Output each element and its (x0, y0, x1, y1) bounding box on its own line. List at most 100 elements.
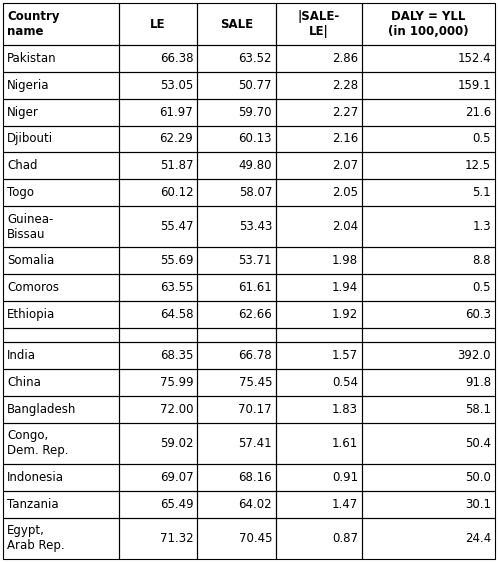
Text: 12.5: 12.5 (465, 159, 491, 173)
Text: 2.04: 2.04 (332, 220, 358, 233)
Text: 53.71: 53.71 (239, 254, 272, 267)
Text: Indonesia: Indonesia (7, 471, 64, 484)
Bar (3, 247, 119, 274)
Bar (362, 423, 495, 464)
Bar (3, 274, 119, 301)
Bar (362, 342, 495, 369)
Text: 62.66: 62.66 (239, 308, 272, 321)
Text: 50.77: 50.77 (239, 79, 272, 92)
Bar (197, 423, 276, 464)
Bar (3, 72, 119, 99)
Text: 8.8: 8.8 (473, 254, 491, 267)
Bar (3, 301, 119, 328)
Text: 152.4: 152.4 (457, 52, 491, 65)
Text: 50.4: 50.4 (465, 437, 491, 450)
Bar (3, 152, 119, 179)
Text: 49.80: 49.80 (239, 159, 272, 173)
Text: Bissau: Bissau (7, 228, 45, 241)
Bar (362, 99, 495, 125)
Bar (3, 179, 119, 206)
Text: Country: Country (7, 10, 59, 24)
Bar (197, 301, 276, 328)
Text: name: name (7, 25, 43, 38)
Text: 64.02: 64.02 (239, 498, 272, 511)
Bar (119, 518, 197, 559)
Text: 70.17: 70.17 (239, 403, 272, 416)
Bar (3, 518, 119, 559)
Bar (362, 152, 495, 179)
Bar (3, 328, 119, 342)
Bar (197, 152, 276, 179)
Text: (in 100,000): (in 100,000) (388, 25, 469, 38)
Bar (197, 328, 276, 342)
Text: 61.61: 61.61 (239, 281, 272, 294)
Bar (362, 247, 495, 274)
Bar (362, 369, 495, 396)
Bar (276, 274, 362, 301)
Bar (362, 179, 495, 206)
Bar (3, 45, 119, 72)
Bar (119, 491, 197, 518)
Text: LE: LE (150, 17, 166, 30)
Bar (3, 99, 119, 125)
Bar (119, 99, 197, 125)
Text: 53.05: 53.05 (160, 79, 193, 92)
Bar (276, 423, 362, 464)
Text: 55.69: 55.69 (160, 254, 193, 267)
Bar (276, 45, 362, 72)
Bar (197, 99, 276, 125)
Text: DALY = YLL: DALY = YLL (391, 10, 466, 24)
Bar (3, 125, 119, 152)
Text: 24.4: 24.4 (465, 532, 491, 545)
Text: 75.45: 75.45 (239, 376, 272, 389)
Text: Congo,: Congo, (7, 429, 48, 442)
Text: 0.54: 0.54 (332, 376, 358, 389)
Text: Somalia: Somalia (7, 254, 54, 267)
Text: Chad: Chad (7, 159, 37, 173)
Bar (276, 491, 362, 518)
Text: 71.32: 71.32 (160, 532, 193, 545)
Bar (119, 274, 197, 301)
Text: 21.6: 21.6 (465, 106, 491, 119)
Bar (119, 396, 197, 423)
Text: 1.57: 1.57 (332, 349, 358, 362)
Bar (119, 301, 197, 328)
Text: 70.45: 70.45 (239, 532, 272, 545)
Bar (276, 3, 362, 45)
Bar (362, 396, 495, 423)
Text: Niger: Niger (7, 106, 39, 119)
Bar (3, 491, 119, 518)
Bar (276, 125, 362, 152)
Text: 72.00: 72.00 (160, 403, 193, 416)
Text: 1.92: 1.92 (332, 308, 358, 321)
Bar (119, 328, 197, 342)
Bar (119, 464, 197, 491)
Text: 59.70: 59.70 (239, 106, 272, 119)
Text: Dem. Rep.: Dem. Rep. (7, 445, 69, 457)
Text: Comoros: Comoros (7, 281, 59, 294)
Bar (119, 206, 197, 247)
Bar (197, 396, 276, 423)
Text: 2.27: 2.27 (332, 106, 358, 119)
Bar (276, 152, 362, 179)
Text: 63.55: 63.55 (160, 281, 193, 294)
Text: 2.86: 2.86 (332, 52, 358, 65)
Text: 55.47: 55.47 (160, 220, 193, 233)
Bar (3, 342, 119, 369)
Bar (119, 152, 197, 179)
Text: 159.1: 159.1 (457, 79, 491, 92)
Bar (197, 464, 276, 491)
Bar (197, 491, 276, 518)
Text: 2.07: 2.07 (332, 159, 358, 173)
Bar (119, 342, 197, 369)
Text: 1.98: 1.98 (332, 254, 358, 267)
Bar (3, 464, 119, 491)
Text: 61.97: 61.97 (159, 106, 193, 119)
Bar (197, 125, 276, 152)
Bar (3, 423, 119, 464)
Bar (276, 179, 362, 206)
Text: 58.1: 58.1 (465, 403, 491, 416)
Text: 53.43: 53.43 (239, 220, 272, 233)
Text: 5.1: 5.1 (473, 186, 491, 199)
Text: 58.07: 58.07 (239, 186, 272, 199)
